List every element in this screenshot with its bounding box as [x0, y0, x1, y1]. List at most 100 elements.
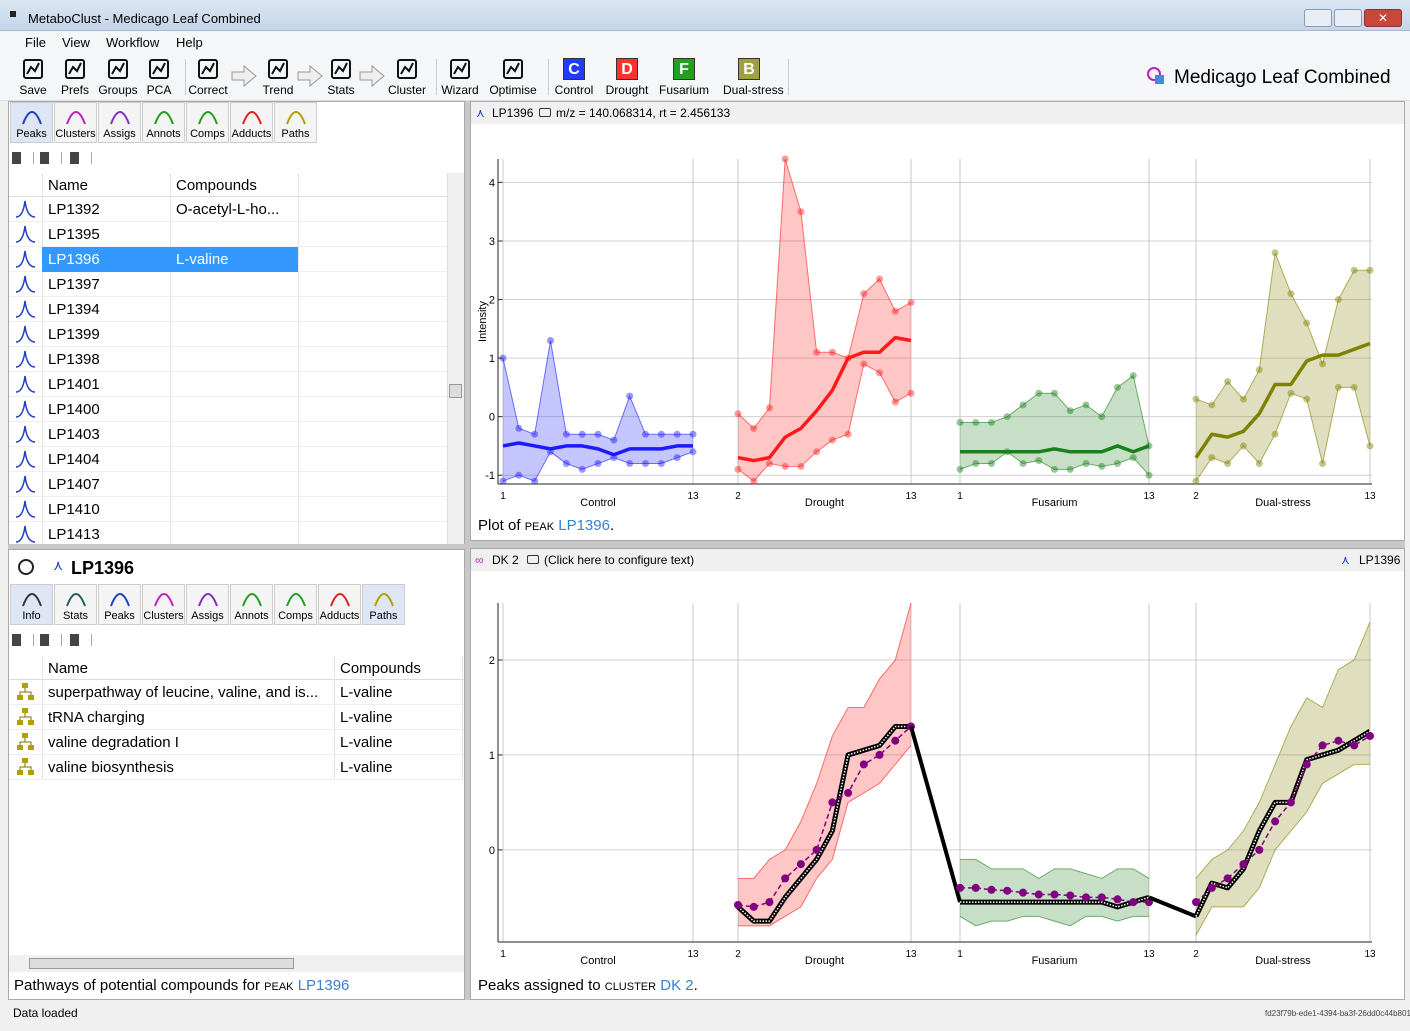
table-header: [9, 173, 447, 197]
toolbar-button[interactable]: Correct: [182, 55, 234, 99]
toolbar-button[interactable]: Groups: [92, 55, 144, 99]
toolbar-button[interactable]: PCA: [133, 55, 185, 99]
view-toggle[interactable]: [40, 634, 62, 646]
panel-tab[interactable]: Comps: [274, 584, 317, 625]
toolbar-button[interactable]: C Control: [548, 55, 600, 99]
path-glyph-link: [19, 763, 32, 770]
table-row[interactable]: LP1401: [9, 372, 447, 397]
close-button[interactable]: ✕: [1364, 9, 1402, 27]
panel-tab[interactable]: Adducts: [230, 102, 273, 143]
menu-item[interactable]: File: [25, 35, 46, 50]
minimize-button[interactable]: [1304, 9, 1332, 27]
panel-tab[interactable]: Annots: [142, 102, 185, 143]
splitter-vertical[interactable]: [465, 101, 470, 1000]
toolbar-icon: [108, 59, 128, 79]
column-header[interactable]: Name: [48, 177, 89, 194]
panel-tab[interactable]: Peaks: [98, 584, 141, 625]
panel-tab[interactable]: Assigs: [98, 102, 141, 143]
panel-tab[interactable]: Clusters: [142, 584, 185, 625]
tab-label: Stats: [62, 610, 89, 622]
tab-glyph: [286, 111, 306, 125]
menu-item[interactable]: Workflow: [106, 35, 160, 50]
table-row[interactable]: LP1403: [9, 422, 447, 447]
path-glyph: [28, 695, 34, 700]
icon-glyph: [334, 62, 348, 75]
plot-bottom-header: ∞ DK 2 (Click here to configure text) ⋏ …: [471, 549, 1404, 571]
column-header[interactable]: Compounds: [176, 177, 257, 194]
panel-tab[interactable]: Stats: [54, 584, 97, 625]
toolbar-button[interactable]: D Drought: [601, 55, 653, 99]
toolbar-button[interactable]: Cluster: [381, 55, 433, 99]
arrow-shape: [231, 65, 257, 87]
maximize-button[interactable]: [1334, 9, 1362, 27]
scroll-thumb[interactable]: [449, 384, 462, 398]
table-row[interactable]: LP1407: [9, 472, 447, 497]
back-button[interactable]: [18, 559, 34, 575]
view-toggle[interactable]: [12, 152, 34, 164]
toolbar-button[interactable]: Trend: [252, 55, 304, 99]
session-glyph: [1147, 67, 1164, 84]
icon-frame: [450, 59, 470, 79]
column-header[interactable]: Compounds: [340, 660, 421, 677]
table-row[interactable]: valine biosynthesis L-valine: [9, 755, 464, 780]
path-glyph-link: [19, 713, 32, 720]
tab-icon: [330, 593, 350, 607]
table-row[interactable]: tRNA charging L-valine: [9, 705, 464, 730]
table-row[interactable]: LP1396 L-valine: [9, 247, 447, 272]
panel-tab[interactable]: Comps: [186, 102, 229, 143]
caption-text: Peaks assigned to: [478, 977, 601, 994]
panel-tab[interactable]: Clusters: [54, 102, 97, 143]
table-row[interactable]: LP1394: [9, 297, 447, 322]
toolbar-button[interactable]: Prefs: [49, 55, 101, 99]
table-row[interactable]: LP1392 O-acetyl-L-ho...: [9, 197, 447, 222]
panel-tab[interactable]: Annots: [230, 584, 273, 625]
view-toggle[interactable]: [70, 634, 92, 646]
table-row[interactable]: LP1400: [9, 397, 447, 422]
header-cluster: DK 2: [492, 553, 519, 567]
toolbar-label: Save: [19, 83, 47, 97]
table-row[interactable]: LP1397: [9, 272, 447, 297]
table-row[interactable]: LP1404: [9, 447, 447, 472]
table-row[interactable]: valine degradation I L-valine: [9, 730, 464, 755]
table-row[interactable]: LP1410: [9, 497, 447, 522]
column-divider: [298, 173, 299, 547]
toolbar-label: Dual-stress: [723, 83, 784, 97]
view-toggle[interactable]: [70, 152, 92, 164]
toolbar-button[interactable]: F Fusarium: [658, 55, 710, 99]
table-row[interactable]: LP1395: [9, 222, 447, 247]
table-row[interactable]: LP1398: [9, 347, 447, 372]
cell-name: LP1413: [48, 526, 100, 543]
menu-item[interactable]: View: [62, 35, 90, 50]
table-row[interactable]: LP1399: [9, 322, 447, 347]
view-toggle[interactable]: [12, 634, 34, 646]
peak-glyph: [15, 425, 36, 443]
hscroll-thumb[interactable]: [29, 958, 294, 969]
caption-link[interactable]: LP1396: [297, 977, 350, 994]
caption-link[interactable]: LP1396: [558, 517, 610, 534]
splitter[interactable]: [8, 544, 465, 549]
panel-tab[interactable]: Info: [10, 584, 53, 625]
panel-tab[interactable]: Adducts: [318, 584, 361, 625]
menu-item[interactable]: Help: [176, 35, 203, 50]
toolbar-button[interactable]: B Dual-stress: [723, 55, 784, 99]
caption-link[interactable]: DK 2: [660, 977, 694, 994]
peak-glyph: [15, 350, 36, 368]
toolbar-button[interactable]: Save: [7, 55, 59, 99]
toolbar-button[interactable]: Stats: [315, 55, 367, 99]
path-glyph: [17, 770, 23, 775]
header-info[interactable]: (Click here to configure text): [544, 553, 695, 567]
toolbar-separator: [548, 59, 549, 95]
panel-tab[interactable]: Paths: [362, 584, 405, 625]
panel-tab[interactable]: Assigs: [186, 584, 229, 625]
peak-icon: ⋏: [476, 106, 485, 120]
column-header[interactable]: Name: [48, 660, 89, 677]
toolbar-button[interactable]: Optimise: [487, 55, 539, 99]
panel-tab[interactable]: Paths: [274, 102, 317, 143]
splitter[interactable]: [470, 541, 1405, 548]
view-toggle[interactable]: [40, 152, 62, 164]
table-row[interactable]: superpathway of leucine, valine, and is.…: [9, 680, 464, 705]
toolbar-button[interactable]: Wizard: [434, 55, 486, 99]
table-header: [9, 656, 464, 680]
cluster-icon: ∞: [475, 553, 484, 567]
panel-tab[interactable]: Peaks: [10, 102, 53, 143]
